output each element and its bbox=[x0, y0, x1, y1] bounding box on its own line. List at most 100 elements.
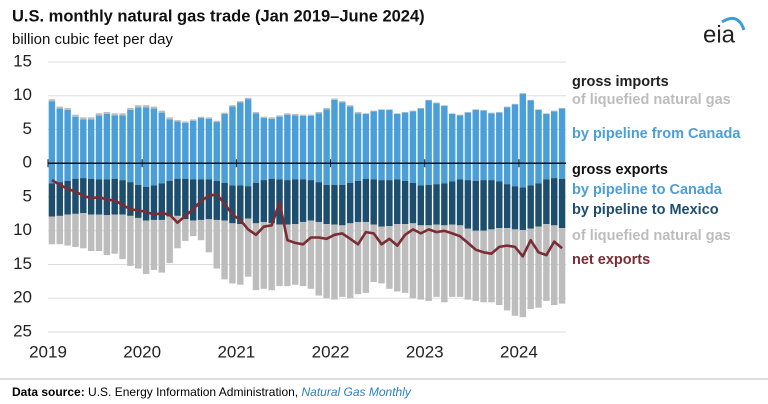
bar-segment bbox=[189, 119, 197, 121]
bar-segment bbox=[362, 221, 370, 293]
bar-segment bbox=[135, 217, 142, 269]
legend-entry: by pipeline from Canada bbox=[572, 126, 741, 142]
bar-segment bbox=[127, 163, 134, 183]
bar-segment bbox=[166, 216, 173, 264]
bar-segment bbox=[72, 213, 79, 247]
bar-segment bbox=[386, 109, 393, 110]
bar-segment bbox=[158, 112, 166, 164]
bar-segment bbox=[331, 98, 338, 100]
bars bbox=[48, 93, 566, 318]
bar-segment bbox=[252, 182, 260, 224]
bar-segment bbox=[237, 163, 244, 186]
bar-segment bbox=[386, 109, 393, 164]
bar-segment bbox=[488, 112, 495, 114]
bar-segment bbox=[260, 116, 268, 119]
bar-segment bbox=[409, 163, 417, 183]
bar-segment bbox=[197, 219, 205, 241]
bar-segment bbox=[205, 117, 213, 119]
y-tick-label: 5 bbox=[23, 186, 32, 205]
bar-segment bbox=[182, 178, 189, 220]
bar-segment bbox=[346, 106, 354, 164]
bar-segment bbox=[543, 163, 550, 180]
bar-segment bbox=[425, 99, 432, 101]
bar-segment bbox=[362, 113, 370, 114]
bar-segment bbox=[480, 110, 487, 164]
bar-segment bbox=[111, 115, 118, 164]
bar-segment bbox=[119, 180, 126, 215]
bar-segment bbox=[307, 116, 315, 164]
bar-segment bbox=[182, 122, 189, 164]
bar-segment bbox=[315, 113, 322, 164]
bar-segment bbox=[464, 180, 472, 229]
bar-segment bbox=[299, 116, 307, 164]
bar-segment bbox=[111, 113, 118, 116]
bar-segment bbox=[488, 180, 495, 230]
chart-title: U.S. monthly natural gas trade (Jan 2019… bbox=[12, 7, 425, 25]
x-tick-label: 2019 bbox=[29, 342, 67, 361]
bar-segment bbox=[158, 219, 166, 273]
footer: Data source: U.S. Energy Information Adm… bbox=[12, 385, 412, 399]
source: U.S. Energy Information Administration, bbox=[88, 385, 298, 399]
bar-segment bbox=[394, 179, 401, 224]
bar-segment bbox=[339, 163, 346, 185]
bar-segment bbox=[401, 112, 409, 164]
bar-segment bbox=[292, 115, 299, 164]
bar-segment bbox=[456, 163, 464, 180]
legend-entry: by pipeline to Mexico bbox=[572, 202, 719, 218]
bar-segment bbox=[56, 108, 63, 164]
bar-segment bbox=[80, 119, 87, 164]
bar-segment bbox=[527, 185, 534, 229]
bar-segment bbox=[276, 116, 283, 164]
bar-segment bbox=[472, 109, 479, 110]
y-tick-label: 20 bbox=[13, 288, 32, 307]
bar-segment bbox=[252, 223, 260, 291]
bar-segment bbox=[441, 183, 448, 226]
bar-segment bbox=[480, 163, 487, 181]
bar-segment bbox=[354, 180, 362, 222]
bar-segment bbox=[229, 106, 236, 164]
bar-segment bbox=[354, 111, 362, 114]
bar-segment bbox=[394, 113, 401, 114]
bar-segment bbox=[87, 117, 95, 120]
bar-segment bbox=[519, 93, 527, 94]
y-tick-label: 10 bbox=[13, 220, 32, 239]
bar-segment bbox=[72, 116, 79, 164]
bar-segment bbox=[174, 121, 181, 164]
bar-segment bbox=[56, 182, 63, 216]
bar-segment bbox=[135, 184, 142, 218]
bar-segment bbox=[496, 181, 503, 229]
bar-segment bbox=[276, 224, 283, 287]
bar-segment bbox=[425, 184, 432, 226]
bar-segment bbox=[307, 114, 315, 116]
bar-segment bbox=[441, 105, 448, 164]
bar-segment bbox=[237, 185, 244, 224]
bar-segment bbox=[543, 224, 550, 301]
bar-segment bbox=[64, 163, 71, 181]
bar-segment bbox=[417, 163, 425, 186]
bar-segment bbox=[189, 220, 197, 237]
bar-segment bbox=[370, 179, 377, 225]
y-tick-label: 0 bbox=[23, 153, 32, 172]
bar-segment bbox=[401, 111, 409, 113]
bar-segment bbox=[378, 180, 385, 227]
bar-segment bbox=[292, 224, 299, 285]
bar-segment bbox=[480, 180, 487, 231]
x-tick-label: 2022 bbox=[312, 342, 350, 361]
bar-segment bbox=[56, 215, 63, 245]
bar-segment bbox=[503, 163, 511, 185]
bar-segment bbox=[448, 163, 456, 182]
bar-segment bbox=[496, 111, 503, 113]
legend-header: gross imports bbox=[572, 74, 669, 90]
bar-segment bbox=[433, 102, 440, 104]
bar-segment bbox=[378, 109, 385, 164]
bar-segment bbox=[315, 163, 322, 183]
bar-segment bbox=[197, 163, 205, 180]
bar-segment bbox=[433, 163, 440, 185]
bar-segment bbox=[135, 163, 142, 185]
bar-segment bbox=[535, 226, 542, 308]
bar-segment bbox=[174, 120, 181, 122]
bar-segment bbox=[362, 163, 370, 179]
chart-subtitle: billion cubic feet per day bbox=[12, 31, 173, 48]
bar-segment bbox=[456, 179, 464, 226]
